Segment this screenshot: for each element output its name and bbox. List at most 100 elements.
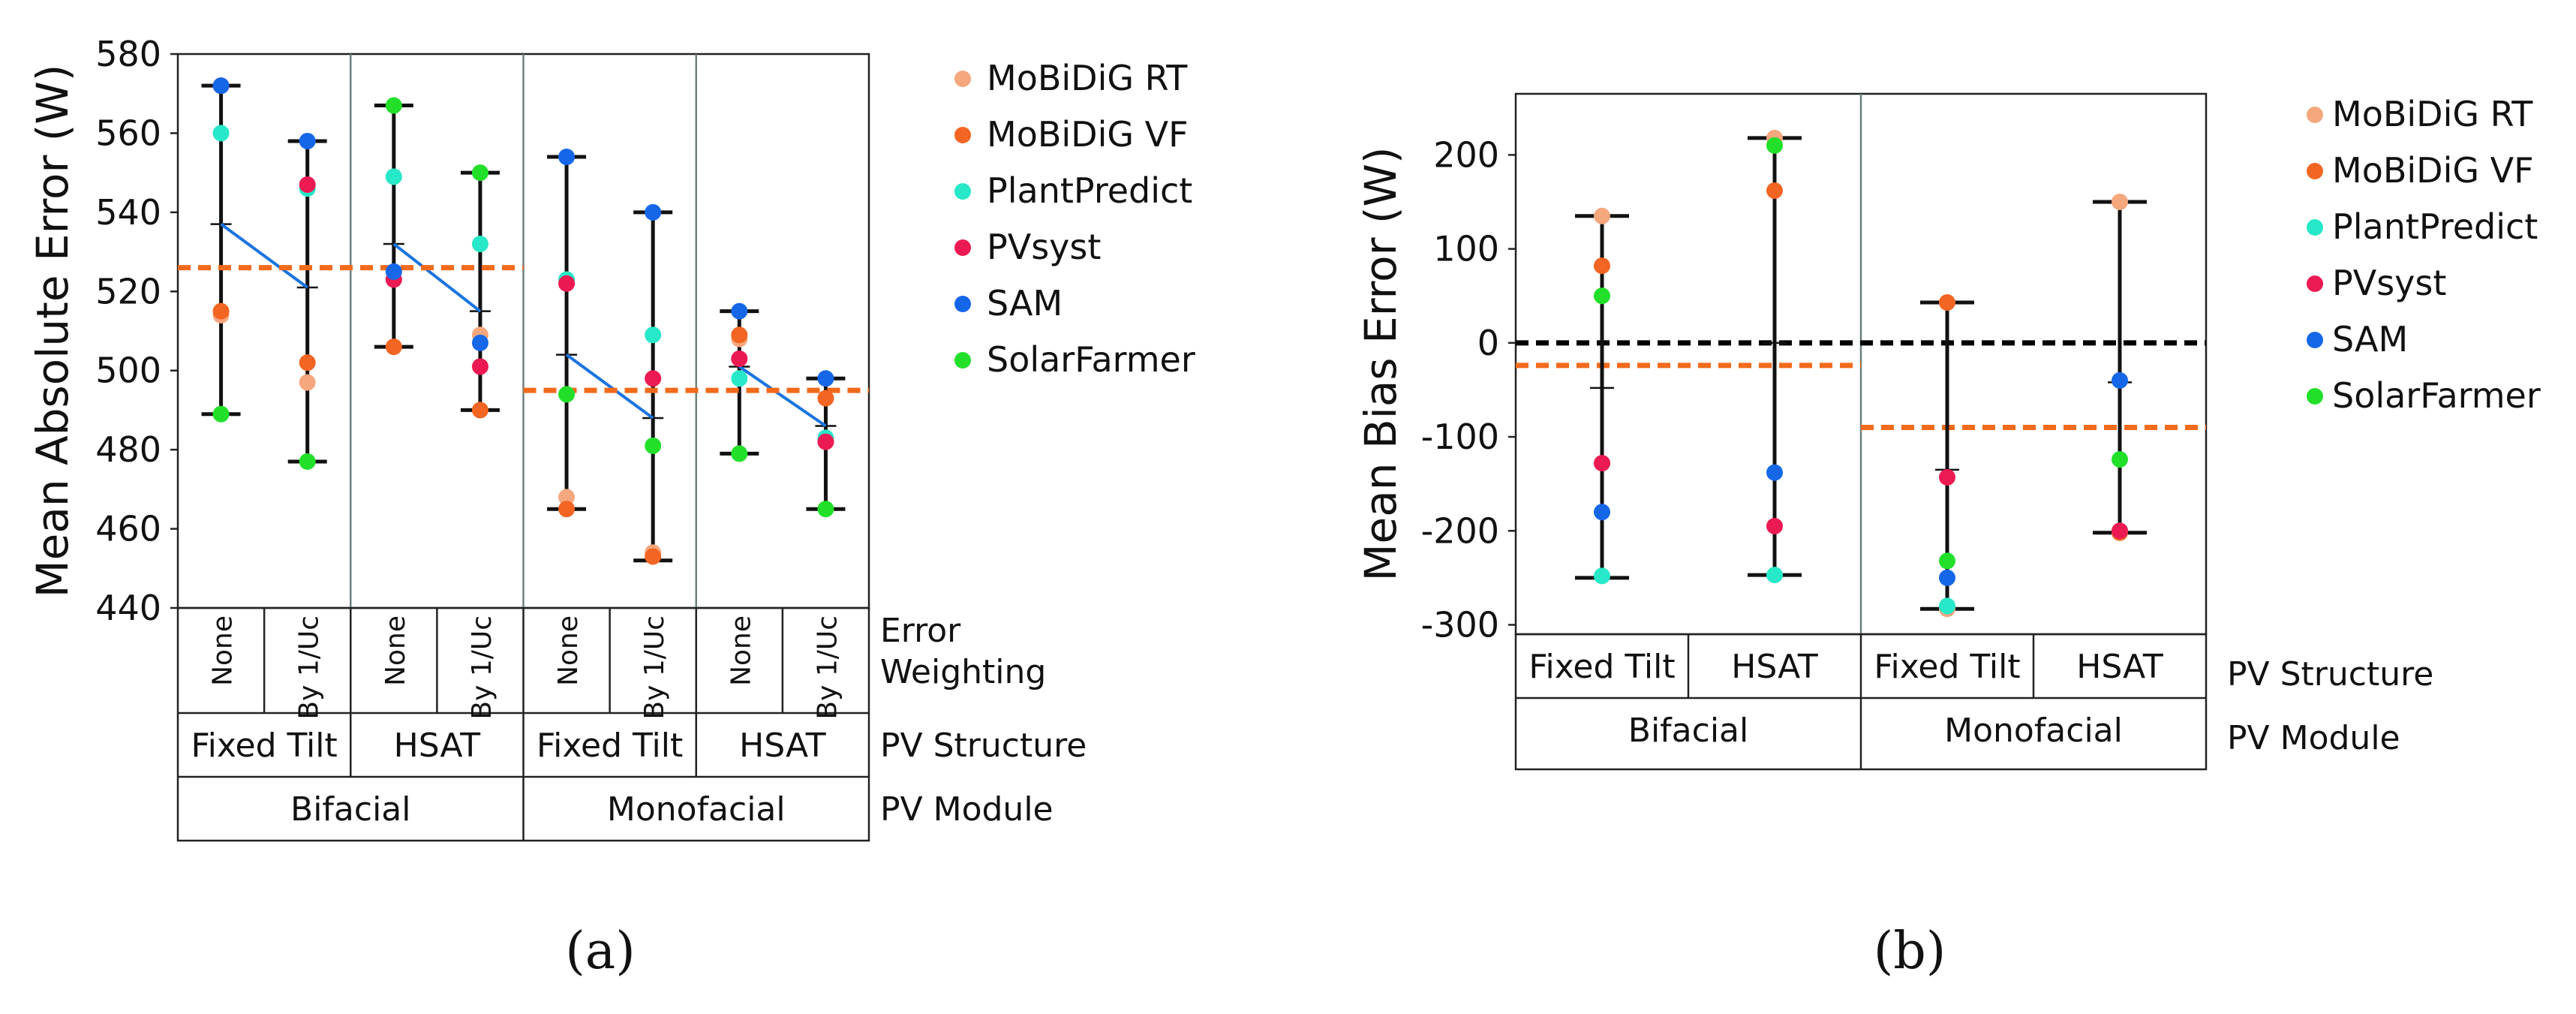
- plot-b-legend-label: PVsyst: [2332, 263, 2446, 303]
- plot-b-point: [1939, 293, 1955, 311]
- plot-a-ylabel: Mean Absolute Error (W): [27, 65, 78, 598]
- plot-a-legend-marker: [954, 296, 971, 312]
- plot-a-trend-line: [220, 223, 308, 289]
- plot-a-weighting-label: None: [208, 615, 239, 686]
- plot-a-legend-marker: [954, 183, 971, 200]
- plot-a-row-label: PV Structure: [880, 727, 1087, 765]
- plot-b-point: [1766, 567, 1783, 584]
- plot-a-point: [212, 125, 230, 142]
- plot-b-legend-marker: [2307, 219, 2323, 236]
- plot-a-ytick-label: 500: [95, 351, 161, 391]
- plot-a-row-label: Error: [880, 612, 961, 650]
- plot-b-point: [1939, 552, 1955, 570]
- plot-a-legend-marker: [954, 239, 971, 256]
- plot-b-point: [1594, 257, 1610, 275]
- plot-a-legend-marker: [954, 127, 971, 143]
- plot-a-point: [212, 77, 230, 95]
- plot-b-module-label: Monofacial: [1944, 712, 2123, 750]
- plot-a-module-label: Bifacial: [290, 790, 410, 829]
- plot-a-legend-label: MoBiDiG RT: [987, 58, 1188, 98]
- plot-a-point: [558, 501, 576, 518]
- plot-a-point: [731, 326, 748, 344]
- plot-b-legend-label: SolarFarmer: [2332, 375, 2541, 416]
- plot-a-point: [731, 445, 748, 462]
- plot-b-structure-label: Fixed Tilt: [1874, 648, 2020, 686]
- plot-a-ytick-label: 560: [95, 113, 161, 153]
- plot-a-point: [471, 334, 488, 351]
- plot-a-point: [731, 302, 748, 320]
- plot-a-trend-line: [738, 365, 827, 428]
- plot-b-legend-marker: [2307, 275, 2323, 292]
- plot-a-point: [731, 350, 748, 367]
- plot-b-structure-label: Fixed Tilt: [1528, 648, 1675, 686]
- plot-b-row-label: PV Structure: [2227, 655, 2433, 694]
- plot-a-legend-marker: [954, 352, 971, 369]
- plot-a-weighting-label: By 1/Uc: [812, 615, 843, 720]
- plot-b-legend-label: SAM: [2332, 319, 2408, 360]
- plot-a-point: [731, 370, 748, 387]
- plot-a-legend-label: PlantPredict: [987, 170, 1192, 211]
- plot-b-legend-label: MoBiDiG RT: [2332, 94, 2533, 134]
- plot-b-point: [2112, 194, 2128, 210]
- plot-a-legend-marker: [954, 71, 971, 87]
- plot-b-point: [1939, 569, 1955, 586]
- plot-a-point: [817, 433, 834, 450]
- plot-b-point: [2112, 372, 2128, 389]
- plot-a-point: [645, 548, 662, 565]
- plot-b-ytick-label: 100: [1433, 229, 1499, 269]
- plot-a-point: [471, 358, 488, 375]
- plot-a-legend-label: SolarFarmer: [987, 339, 1195, 380]
- plot-b-point: [1594, 567, 1610, 585]
- plot-b-structure-label: HSAT: [2076, 648, 2163, 686]
- plot-a-panel-label: (a): [565, 922, 636, 981]
- plot-a-point: [471, 402, 488, 419]
- plot-a-ytick-label: 460: [95, 509, 161, 549]
- plot-b-point: [1594, 287, 1610, 305]
- plot-a-structure-label: Fixed Tilt: [191, 727, 338, 765]
- plot-a-point: [299, 453, 316, 470]
- plot-a-point: [645, 370, 662, 387]
- plot-a-ytick-label: 440: [95, 588, 161, 628]
- plot-a-point: [299, 176, 316, 193]
- plot-a-point: [299, 354, 316, 372]
- plot-a-point: [471, 164, 488, 182]
- plot-b-point: [1594, 504, 1610, 521]
- plot-b-point: [1939, 468, 1955, 486]
- plot-b-legend-marker: [2307, 388, 2323, 405]
- plot-b-point: [1766, 464, 1783, 481]
- plot-b-ytick-label: -200: [1421, 510, 1499, 551]
- plot-a-point: [558, 386, 576, 403]
- plot-a-point: [645, 326, 662, 344]
- plot-a-point: [299, 374, 316, 391]
- plot-a-weighting-label: None: [553, 615, 584, 686]
- plot-a-weighting-label: None: [380, 615, 411, 686]
- plot-a-point: [817, 501, 834, 518]
- plot-a-weighting-label: By 1/Uc: [639, 615, 670, 720]
- plot-a-weighting-label: By 1/Uc: [467, 615, 497, 720]
- plot-a-structure-label: Fixed Tilt: [537, 727, 683, 765]
- plot-a-point: [558, 275, 576, 292]
- plot-b-legend-marker: [2307, 332, 2323, 348]
- plot-a-point: [645, 437, 662, 454]
- plot-a-point: [645, 203, 662, 221]
- plot-a-point: [212, 302, 230, 320]
- plot-a-point: [558, 149, 576, 166]
- plot-b-legend-marker: [2307, 163, 2323, 179]
- plot-b-ylabel: Mean Bias Error (W): [1355, 147, 1406, 582]
- plot-a-module-label: Monofacial: [607, 790, 786, 829]
- plot-a-ytick-label: 540: [95, 192, 161, 233]
- plot-b-ytick-label: -100: [1421, 417, 1499, 457]
- plot-a-ytick-label: 520: [95, 271, 161, 311]
- plot-b-point: [1939, 597, 1955, 615]
- plot-b-point: [1594, 455, 1610, 472]
- plot-a-point: [212, 405, 230, 423]
- plot-b-legend-label: MoBiDiG VF: [2332, 150, 2534, 191]
- plot-b-point: [1766, 518, 1783, 534]
- plot-b-ytick-label: 0: [1477, 323, 1499, 363]
- plot-a-ytick-label: 480: [95, 429, 161, 470]
- plot-b-point: [1766, 182, 1783, 199]
- plot-a-trend-line: [392, 242, 482, 313]
- plot-a-point: [471, 236, 488, 253]
- plot-a-legend-label: PVsyst: [987, 227, 1101, 267]
